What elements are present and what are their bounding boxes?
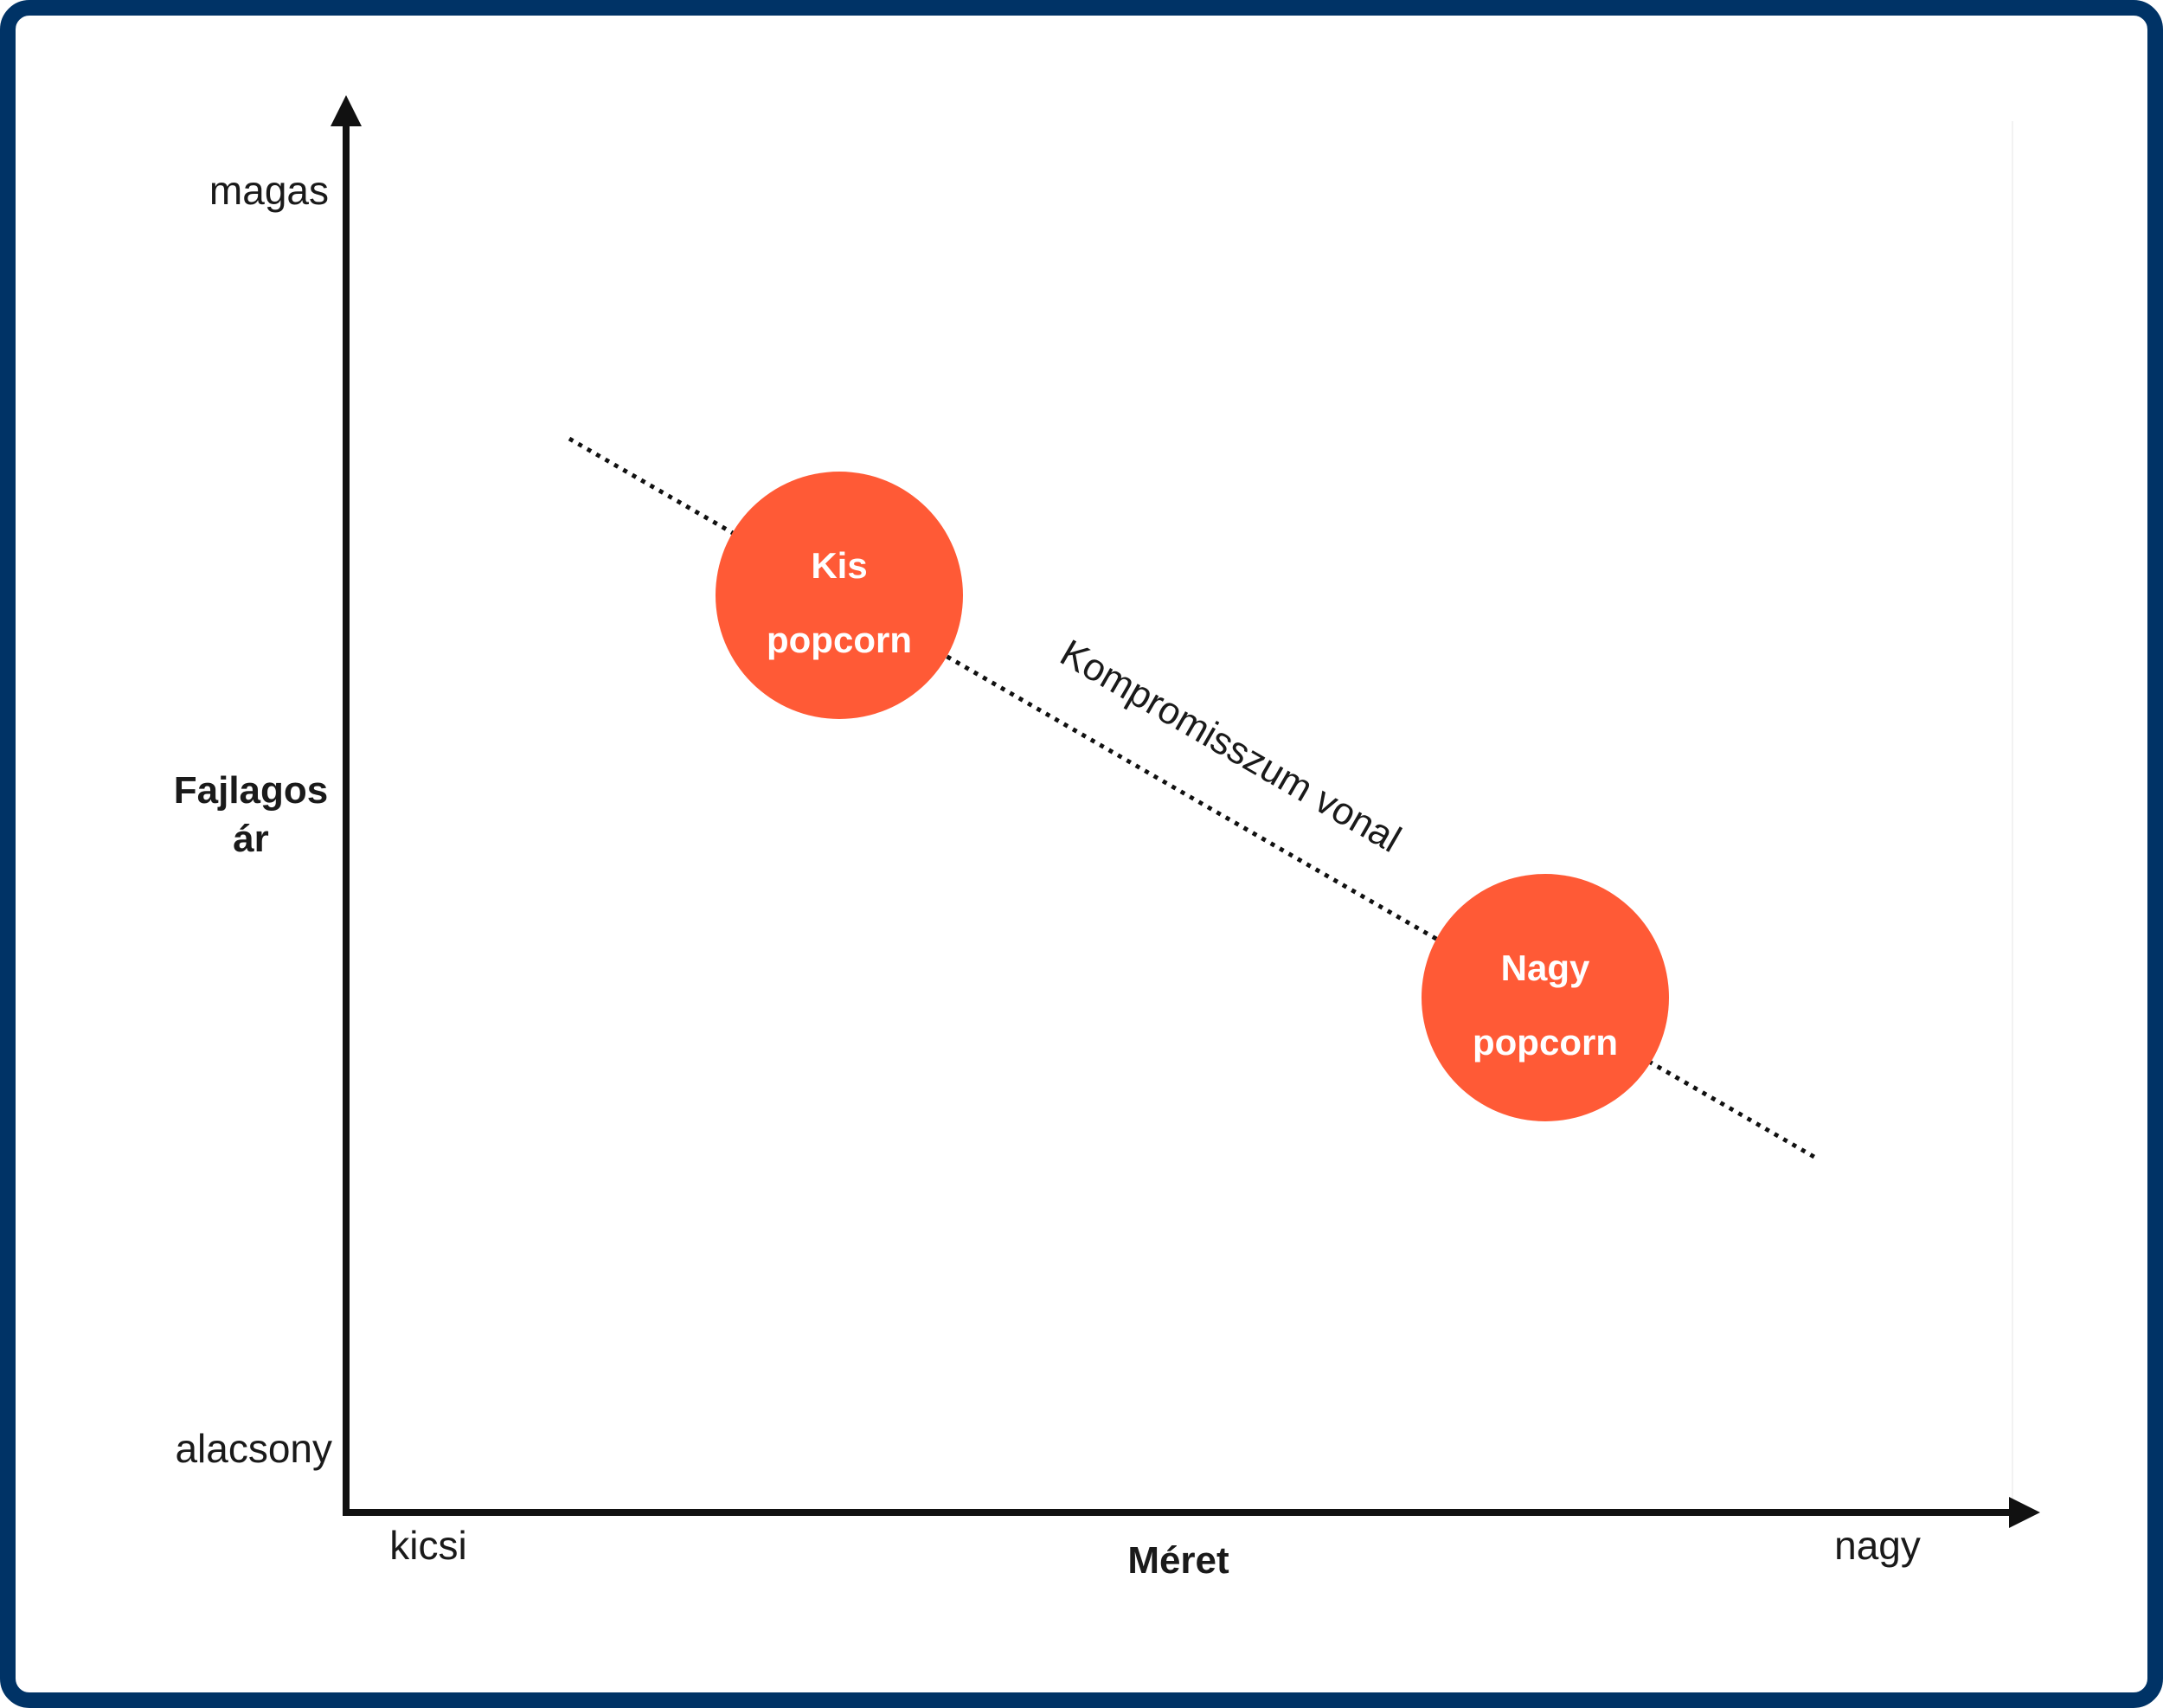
x-axis-low-label: kicsi bbox=[389, 1523, 466, 1568]
y-axis-high-label: magas bbox=[209, 168, 329, 213]
point-label-line2: popcorn bbox=[767, 620, 912, 660]
x-axis-high-label: nagy bbox=[1834, 1523, 1921, 1568]
tradeoff-line-label: Kompromisszum vonal bbox=[1053, 632, 1408, 861]
y-axis-arrow-icon bbox=[331, 95, 362, 126]
point-bubble bbox=[1422, 874, 1669, 1121]
point-large-popcorn: Nagy popcorn bbox=[1422, 874, 1669, 1121]
x-axis-arrow-icon bbox=[2009, 1497, 2040, 1528]
point-label-line1: Kis bbox=[811, 545, 867, 586]
y-axis-low-label: alacsony bbox=[175, 1426, 332, 1471]
point-small-popcorn: Kis popcorn bbox=[716, 472, 963, 719]
x-axis-title: Méret bbox=[1127, 1539, 1229, 1582]
y-axis-title-line2: ár bbox=[233, 818, 269, 860]
point-label-line1: Nagy bbox=[1501, 947, 1590, 988]
point-bubble bbox=[716, 472, 963, 719]
y-axis-title-line1: Fajlagos bbox=[174, 769, 329, 812]
point-label-line2: popcorn bbox=[1473, 1022, 1618, 1063]
